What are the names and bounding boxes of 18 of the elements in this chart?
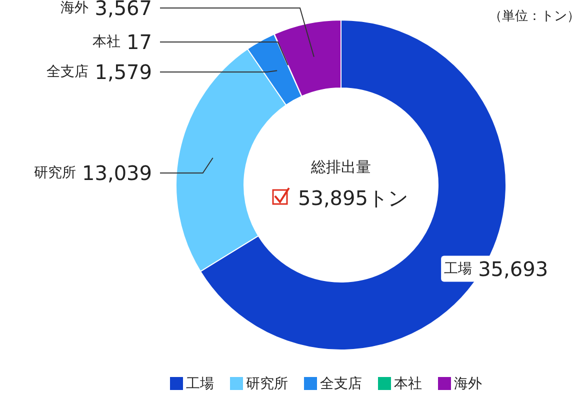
- slice-label: 本社: [92, 34, 121, 50]
- legend-label: 海外: [454, 376, 482, 392]
- text: （単位：トン）: [489, 9, 580, 24]
- data-label: 17: [126, 30, 152, 54]
- legend-label: 工場: [186, 376, 214, 392]
- legend-label: 本社: [394, 376, 422, 392]
- data-label: 35,693: [478, 256, 548, 281]
- legend-label: 研究所: [246, 376, 288, 392]
- slice-label: 全支店: [46, 64, 89, 80]
- slice-label: 海外: [60, 0, 89, 16]
- data-label: 13,039: [82, 161, 152, 185]
- data-label: 1,579: [94, 60, 152, 84]
- slice-label: 工場: [444, 260, 472, 277]
- text: 総排出量: [310, 158, 371, 176]
- legend-label: 全支店: [320, 376, 362, 392]
- text: 53,895トン: [298, 186, 408, 210]
- data-label: 3,567: [94, 0, 152, 20]
- slice-label: 研究所: [34, 165, 76, 181]
